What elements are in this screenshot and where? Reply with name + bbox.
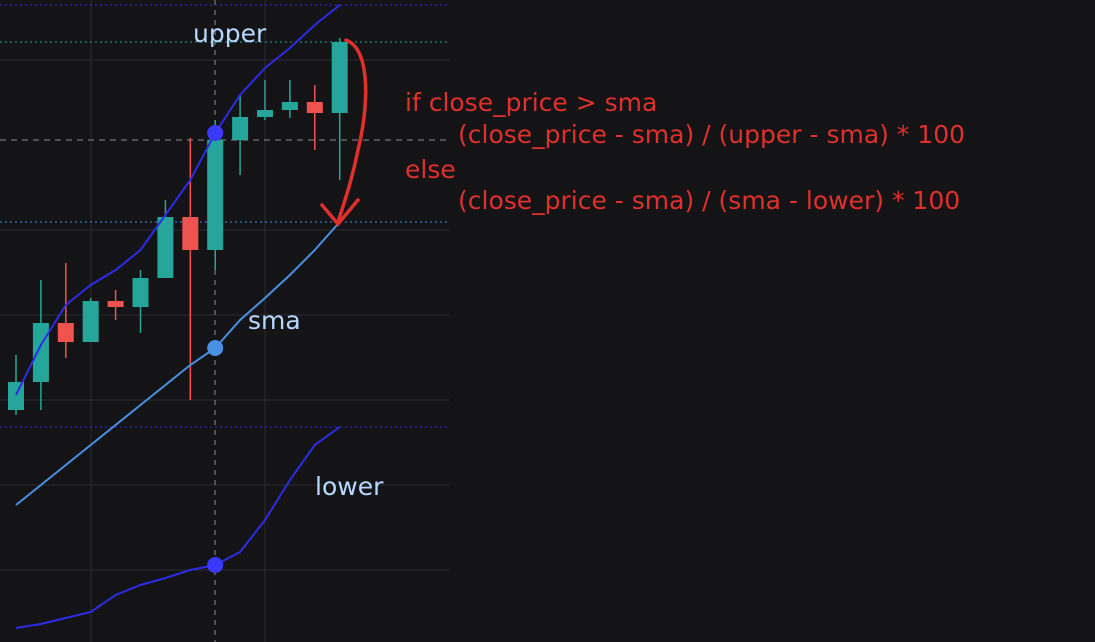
- band-line: [15, 221, 341, 506]
- candle-body: [232, 117, 249, 140]
- arrow: [320, 38, 368, 227]
- candle-body: [8, 382, 24, 410]
- band-label: lower: [315, 472, 384, 501]
- band-line: [15, 426, 341, 629]
- band-line: [15, 4, 341, 396]
- candle-body: [57, 323, 74, 342]
- candle-body: [331, 42, 348, 113]
- candle-body: [257, 110, 273, 117]
- annotation: if close_price > sma: [405, 88, 657, 117]
- candle-body: [182, 217, 199, 250]
- focus-dot: [207, 125, 224, 141]
- candle-body: [82, 301, 99, 342]
- annotation: (close_price - sma) / (sma - lower) * 10…: [458, 186, 960, 215]
- candle-body: [306, 102, 323, 113]
- annotation: else: [405, 155, 456, 184]
- band-label: sma: [248, 306, 301, 335]
- candle-body: [132, 278, 149, 307]
- candle-body: [107, 301, 124, 307]
- focus-dot: [207, 340, 224, 356]
- candle-body: [157, 217, 174, 278]
- plot: [0, 4, 450, 629]
- candle-body: [207, 140, 224, 250]
- band-label: upper: [193, 19, 267, 48]
- annotation: (close_price - sma) / (upper - sma) * 10…: [458, 120, 965, 149]
- candle-body: [281, 102, 298, 110]
- candle-body: [32, 323, 49, 382]
- focus-dot: [207, 557, 224, 573]
